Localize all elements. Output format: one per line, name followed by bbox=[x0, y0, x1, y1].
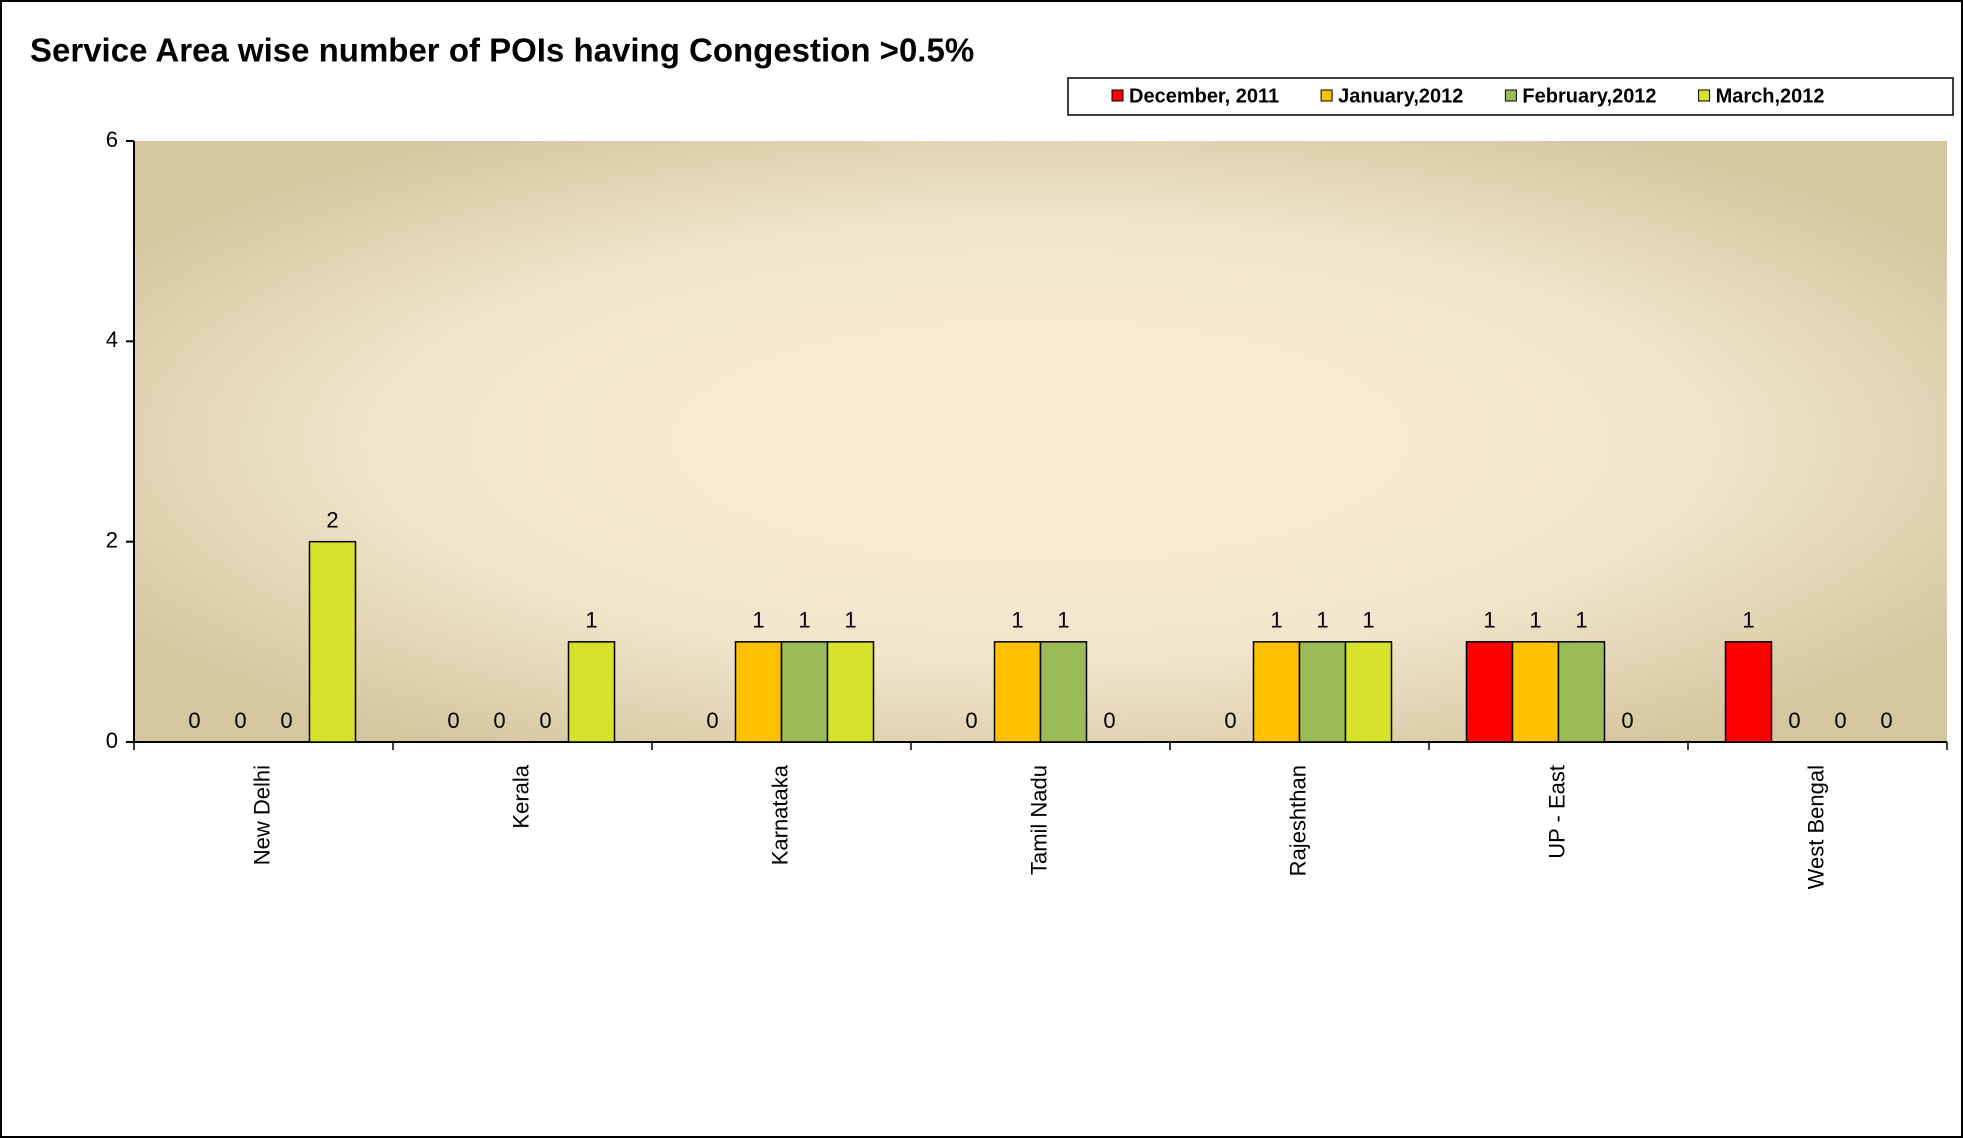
data-label: 0 bbox=[1880, 708, 1892, 733]
data-label: 0 bbox=[1788, 708, 1800, 733]
bar bbox=[780, 641, 829, 743]
legend-label: March,2012 bbox=[1716, 85, 1825, 107]
bar bbox=[993, 641, 1042, 743]
legend-swatch bbox=[1320, 89, 1333, 102]
data-label: 0 bbox=[1621, 708, 1633, 733]
data-label: 1 bbox=[1011, 608, 1023, 633]
y-tick-label: 4 bbox=[106, 327, 118, 352]
bar bbox=[1465, 641, 1514, 743]
y-tick-label: 0 bbox=[106, 728, 118, 753]
bar bbox=[1511, 641, 1560, 743]
bar bbox=[1039, 641, 1088, 743]
data-label: 1 bbox=[1529, 608, 1541, 633]
bar bbox=[567, 641, 616, 743]
legend-swatch bbox=[1698, 89, 1711, 102]
bar bbox=[826, 641, 875, 743]
data-label: 1 bbox=[1057, 608, 1069, 633]
x-tick-label: UP - East bbox=[1544, 765, 1569, 859]
data-label: 0 bbox=[1103, 708, 1115, 733]
x-tick-label: Kerala bbox=[508, 764, 533, 828]
bar bbox=[1557, 641, 1606, 743]
data-label: 1 bbox=[1362, 608, 1374, 633]
data-label: 1 bbox=[585, 608, 597, 633]
data-label: 1 bbox=[1270, 608, 1282, 633]
data-label: 1 bbox=[798, 608, 810, 633]
data-label: 1 bbox=[1742, 608, 1754, 633]
data-label: 1 bbox=[1575, 608, 1587, 633]
data-label: 1 bbox=[752, 608, 764, 633]
legend-label: December, 2011 bbox=[1129, 85, 1279, 107]
data-label: 0 bbox=[965, 708, 977, 733]
x-tick-label: New Delhi bbox=[249, 765, 274, 865]
x-tick-label: West Bengal bbox=[1803, 765, 1828, 889]
legend-swatch bbox=[1111, 89, 1124, 102]
x-tick-label: Karnataka bbox=[767, 764, 792, 865]
data-label: 1 bbox=[844, 608, 856, 633]
data-label: 0 bbox=[1834, 708, 1846, 733]
legend-label: February,2012 bbox=[1522, 85, 1656, 107]
chart-title: Service Area wise number of POIs having … bbox=[30, 32, 974, 69]
y-tick-label: 2 bbox=[106, 527, 118, 552]
legend-label: January,2012 bbox=[1338, 85, 1463, 107]
data-label: 2 bbox=[326, 507, 338, 532]
bar bbox=[1252, 641, 1301, 743]
x-tick-label: Tamil Nadu bbox=[1026, 765, 1051, 875]
bar bbox=[1344, 641, 1393, 743]
data-label: 0 bbox=[706, 708, 718, 733]
bar bbox=[1724, 641, 1773, 743]
data-label: 0 bbox=[188, 708, 200, 733]
bar bbox=[308, 540, 357, 743]
bar bbox=[734, 641, 783, 743]
data-label: 1 bbox=[1316, 608, 1328, 633]
data-label: 0 bbox=[280, 708, 292, 733]
data-label: 0 bbox=[1224, 708, 1236, 733]
data-label: 0 bbox=[493, 708, 505, 733]
data-label: 1 bbox=[1483, 608, 1495, 633]
data-label: 0 bbox=[539, 708, 551, 733]
legend-swatch bbox=[1504, 89, 1517, 102]
data-label: 0 bbox=[447, 708, 459, 733]
bar bbox=[1298, 641, 1347, 743]
data-label: 0 bbox=[234, 708, 246, 733]
x-tick-label: Rajeshthan bbox=[1285, 765, 1310, 876]
y-tick-label: 6 bbox=[106, 127, 118, 152]
